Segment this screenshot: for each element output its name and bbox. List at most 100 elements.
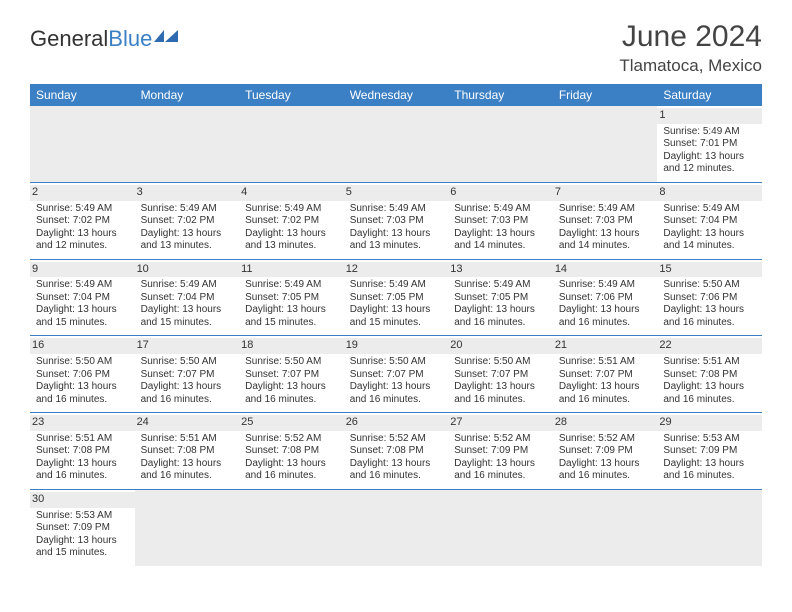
sunrise-text: Sunrise: 5:50 AM	[141, 356, 234, 369]
calendar-day-cell: 22 Sunrise: 5:51 AMSunset: 7:08 PMDayligh…	[657, 336, 762, 413]
calendar-day-cell	[657, 489, 762, 565]
day-number: 20	[448, 338, 553, 354]
sunrise-text: Sunrise: 5:49 AM	[454, 279, 547, 292]
calendar-week-row: 1Sunrise: 5:49 AMSunset: 7:01 PMDaylight…	[30, 106, 762, 182]
daylight-text: Daylight: 13 hours and 16 minutes.	[245, 458, 338, 483]
sunset-text: Sunset: 7:03 PM	[454, 215, 547, 228]
sunset-text: Sunset: 7:08 PM	[245, 445, 338, 458]
calendar-day-cell: 19Sunrise: 5:50 AMSunset: 7:07 PMDayligh…	[344, 336, 449, 413]
day-details: Sunrise: 5:49 AMSunset: 7:05 PMDaylight:…	[452, 279, 549, 329]
sunrise-text: Sunrise: 5:52 AM	[245, 433, 338, 446]
logo-text-general: General	[30, 26, 108, 52]
sunset-text: Sunset: 7:07 PM	[245, 369, 338, 382]
day-details: Sunrise: 5:49 AMSunset: 7:02 PMDaylight:…	[243, 203, 340, 253]
day-number: 27	[448, 415, 553, 431]
day-details: Sunrise: 5:49 AMSunset: 7:05 PMDaylight:…	[348, 279, 445, 329]
calendar-day-cell: 15Sunrise: 5:50 AMSunset: 7:06 PMDayligh…	[657, 259, 762, 336]
sunrise-text: Sunrise: 5:49 AM	[36, 203, 129, 216]
title-block: June 2024 Tlamatoca, Mexico	[619, 20, 762, 76]
daylight-text: Daylight: 13 hours and 16 minutes.	[141, 381, 234, 406]
calendar-week-row: 9Sunrise: 5:49 AMSunset: 7:04 PMDaylight…	[30, 259, 762, 336]
weekday-header: Friday	[553, 84, 658, 106]
weekday-header: Monday	[135, 84, 240, 106]
calendar-day-cell	[239, 489, 344, 565]
calendar-day-cell	[135, 489, 240, 565]
sunset-text: Sunset: 7:08 PM	[36, 445, 129, 458]
sunrise-text: Sunrise: 5:49 AM	[350, 203, 443, 216]
daylight-text: Daylight: 13 hours and 16 minutes.	[350, 381, 443, 406]
sunrise-text: Sunrise: 5:53 AM	[663, 433, 756, 446]
sunrise-text: Sunrise: 5:49 AM	[559, 203, 652, 216]
daylight-text: Daylight: 13 hours and 16 minutes.	[141, 458, 234, 483]
sunrise-text: Sunrise: 5:50 AM	[350, 356, 443, 369]
daylight-text: Daylight: 13 hours and 15 minutes.	[36, 535, 129, 560]
calendar-day-cell: 27 Sunrise: 5:52 AMSunset: 7:09 PMDayligh…	[448, 413, 553, 490]
calendar-day-cell: 26Sunrise: 5:52 AMSunset: 7:08 PMDayligh…	[344, 413, 449, 490]
weekday-header: Sunday	[30, 84, 135, 106]
day-number: 1	[657, 108, 762, 124]
day-number: 2	[30, 185, 135, 201]
sunset-text: Sunset: 7:07 PM	[559, 369, 652, 382]
daylight-text: Daylight: 13 hours and 16 minutes.	[36, 458, 129, 483]
day-number: 29	[657, 415, 762, 431]
calendar-day-cell: 13Sunrise: 5:49 AMSunset: 7:05 PMDayligh…	[448, 259, 553, 336]
daylight-text: Daylight: 13 hours and 12 minutes.	[663, 151, 756, 176]
calendar-day-cell: 21Sunrise: 5:51 AMSunset: 7:07 PMDayligh…	[553, 336, 658, 413]
day-details: Sunrise: 5:50 AMSunset: 7:06 PMDaylight:…	[661, 279, 758, 329]
day-number: 19	[344, 338, 449, 354]
sunset-text: Sunset: 7:05 PM	[350, 292, 443, 305]
calendar-week-row: 16Sunrise: 5:50 AMSunset: 7:06 PMDayligh…	[30, 336, 762, 413]
daylight-text: Daylight: 13 hours and 16 minutes.	[454, 458, 547, 483]
sunrise-text: Sunrise: 5:49 AM	[454, 203, 547, 216]
daylight-text: Daylight: 13 hours and 14 minutes.	[559, 228, 652, 253]
sunset-text: Sunset: 7:06 PM	[663, 292, 756, 305]
calendar-day-cell: 5Sunrise: 5:49 AMSunset: 7:03 PMDaylight…	[344, 182, 449, 259]
calendar-day-cell: 20Sunrise: 5:50 AMSunset: 7:07 PMDayligh…	[448, 336, 553, 413]
sunset-text: Sunset: 7:09 PM	[454, 445, 547, 458]
location-subtitle: Tlamatoca, Mexico	[619, 56, 762, 76]
daylight-text: Daylight: 13 hours and 13 minutes.	[141, 228, 234, 253]
calendar-day-cell: 4Sunrise: 5:49 AMSunset: 7:02 PMDaylight…	[239, 182, 344, 259]
day-details: Sunrise: 5:50 AMSunset: 7:07 PMDaylight:…	[243, 356, 340, 406]
sunset-text: Sunset: 7:08 PM	[141, 445, 234, 458]
calendar-day-cell	[30, 106, 135, 182]
sunset-text: Sunset: 7:04 PM	[36, 292, 129, 305]
daylight-text: Daylight: 13 hours and 15 minutes.	[36, 304, 129, 329]
day-details: Sunrise: 5:49 AMSunset: 7:05 PMDaylight:…	[243, 279, 340, 329]
sunrise-text: Sunrise: 5:52 AM	[559, 433, 652, 446]
calendar-day-cell: 14Sunrise: 5:49 AMSunset: 7:06 PMDayligh…	[553, 259, 658, 336]
daylight-text: Daylight: 13 hours and 16 minutes.	[663, 304, 756, 329]
calendar-day-cell: 6Sunrise: 5:49 AMSunset: 7:03 PMDaylight…	[448, 182, 553, 259]
calendar-day-cell: 9Sunrise: 5:49 AMSunset: 7:04 PMDaylight…	[30, 259, 135, 336]
day-number: 6	[448, 185, 553, 201]
daylight-text: Daylight: 13 hours and 16 minutes.	[350, 458, 443, 483]
sunrise-text: Sunrise: 5:49 AM	[559, 279, 652, 292]
day-number: 23	[30, 415, 135, 431]
calendar-day-cell	[448, 489, 553, 565]
calendar-day-cell: 24Sunrise: 5:51 AMSunset: 7:08 PMDayligh…	[135, 413, 240, 490]
day-number: 3	[135, 185, 240, 201]
daylight-text: Daylight: 13 hours and 16 minutes.	[663, 381, 756, 406]
day-number: 13	[448, 262, 553, 278]
calendar-day-cell: 10Sunrise: 5:49 AMSunset: 7:04 PMDayligh…	[135, 259, 240, 336]
day-number: 25	[239, 415, 344, 431]
sunset-text: Sunset: 7:05 PM	[245, 292, 338, 305]
day-details: Sunrise: 5:49 AMSunset: 7:04 PMDaylight:…	[34, 279, 131, 329]
sunrise-text: Sunrise: 5:50 AM	[663, 279, 756, 292]
sunrise-text: Sunrise: 5:53 AM	[36, 510, 129, 523]
day-details: Sunrise: 5:51 AMSunset: 7:08 PMDaylight:…	[661, 356, 758, 406]
sunrise-text: Sunrise: 5:49 AM	[350, 279, 443, 292]
sunrise-text: Sunrise: 5:49 AM	[141, 279, 234, 292]
logo: GeneralBlue	[30, 26, 180, 52]
day-number: 24	[135, 415, 240, 431]
day-details: Sunrise: 5:49 AMSunset: 7:03 PMDaylight:…	[348, 203, 445, 253]
daylight-text: Daylight: 13 hours and 16 minutes.	[559, 458, 652, 483]
daylight-text: Daylight: 13 hours and 16 minutes.	[559, 304, 652, 329]
day-details: Sunrise: 5:52 AMSunset: 7:09 PMDaylight:…	[452, 433, 549, 483]
day-number: 22	[657, 338, 762, 354]
calendar-body: 1Sunrise: 5:49 AMSunset: 7:01 PMDaylight…	[30, 106, 762, 566]
calendar-day-cell	[135, 106, 240, 182]
flag-icon	[154, 26, 180, 52]
header: GeneralBlue June 2024 Tlamatoca, Mexico	[30, 20, 762, 76]
sunset-text: Sunset: 7:08 PM	[663, 369, 756, 382]
